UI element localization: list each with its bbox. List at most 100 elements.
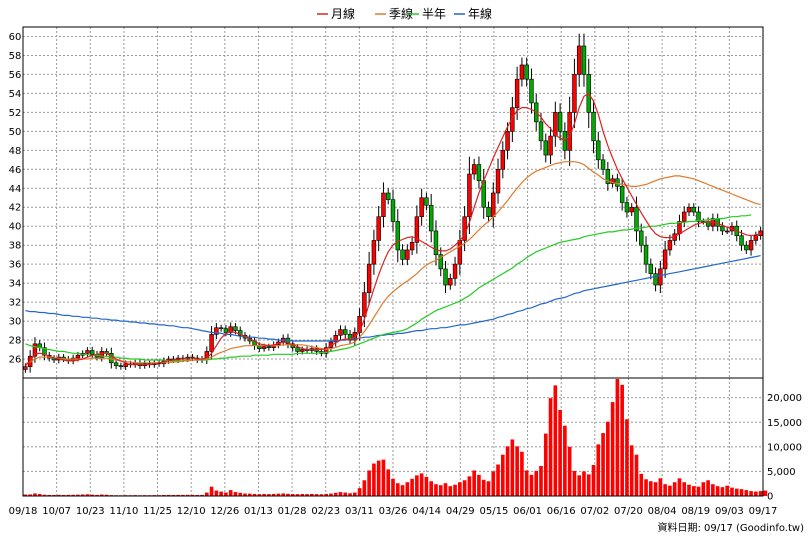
volume-bar (610, 402, 615, 496)
volume-bar (47, 494, 52, 496)
candle-body (433, 230, 439, 255)
date-tick-label: 03/26 (379, 506, 408, 517)
candle-body (615, 178, 620, 187)
price-tick-label: 42 (9, 203, 22, 214)
volume-bar (448, 486, 453, 496)
volume-bar (233, 492, 238, 496)
date-tick-label: 07/02 (580, 506, 609, 517)
volume-bar (23, 494, 28, 496)
volume-bar (314, 494, 319, 496)
volume-bar (247, 493, 252, 496)
date-tick-label: 03/11 (345, 506, 374, 517)
volume-bar (200, 494, 204, 496)
volume-bar (372, 463, 376, 496)
volume-bar (524, 470, 529, 496)
price-tick-label: 32 (9, 298, 22, 309)
candle-body (214, 327, 219, 335)
volume-bar (758, 491, 763, 496)
candle-body (42, 347, 47, 356)
candle-body (261, 346, 267, 349)
volume-bar (104, 494, 109, 496)
volume-bar (410, 478, 414, 496)
volume-bar (415, 475, 419, 496)
volume-bar (56, 494, 61, 496)
volume-bar (238, 492, 243, 496)
legend-label-ma-half: 半年 (422, 7, 446, 21)
price-axis: 26 28 30 32 34 36 38 40 42 44 46 48 50 52 54 56 58 60 (9, 32, 22, 366)
volume-bar (672, 482, 677, 496)
legend-label-ma-year: 年線 (468, 6, 492, 21)
volume-bar (267, 494, 271, 496)
ma-quarter-line (25, 161, 761, 365)
volume-bar (500, 454, 505, 496)
candle-body (233, 326, 238, 331)
candle-body (619, 186, 625, 203)
candle-body (428, 205, 434, 232)
volume-bar (687, 484, 691, 496)
candle-body (591, 112, 596, 142)
candle-body (514, 78, 520, 108)
moving-average-lines (24, 92, 761, 367)
volume-bar (290, 494, 295, 496)
volume-bar (577, 475, 582, 496)
volume-bar (28, 494, 32, 496)
volume-bar (429, 481, 434, 496)
ma-half-line (25, 214, 752, 362)
volume-tick-label: 0 (767, 492, 773, 503)
candle-body (505, 131, 510, 151)
date-tick-label: 09/18 (9, 506, 38, 517)
candle-body (409, 242, 415, 251)
volume-bar (472, 470, 476, 496)
volume-bar (539, 466, 543, 496)
volume-bar (243, 493, 247, 496)
volume-bar (567, 446, 572, 496)
candle-body (686, 206, 692, 213)
candle-body (357, 316, 362, 333)
candle-body (238, 330, 243, 336)
volume-bar (405, 482, 410, 496)
date-tick-label: 04/29 (446, 506, 475, 517)
volume-panel-frame (22, 377, 764, 497)
candle-body (438, 254, 443, 270)
candle-body (715, 218, 720, 227)
candle-body (682, 211, 687, 222)
volume-bar (434, 484, 438, 496)
volume-bar (343, 492, 348, 496)
candle-body (118, 365, 124, 367)
volume-bar (395, 483, 400, 496)
candle-body (486, 206, 491, 218)
candle-body (218, 327, 224, 330)
candle-body (724, 230, 730, 233)
volume-bar (734, 488, 739, 496)
volume-bar (195, 494, 200, 496)
price-tick-label: 52 (9, 108, 22, 119)
candle-body (548, 135, 553, 156)
volume-bar (625, 419, 629, 496)
volume-bar (763, 490, 768, 496)
candle-body (381, 192, 386, 218)
volume-bar (730, 487, 734, 496)
candle-body (113, 362, 119, 366)
candle-body (376, 216, 381, 241)
date-tick-label: 11/25 (143, 506, 172, 517)
price-tick-label: 40 (9, 222, 22, 233)
date-tick-label: 05/15 (479, 506, 508, 517)
volume-bar (744, 490, 749, 496)
legend-label-ma-month: 月線 (331, 6, 355, 21)
candle-body (596, 140, 601, 161)
volume-bar (720, 487, 725, 496)
candle-body (758, 230, 763, 237)
candle-body (414, 216, 420, 243)
volume-bar (749, 491, 753, 496)
volume-bar (715, 486, 720, 496)
volume-bar (543, 433, 548, 496)
volume-bar (419, 473, 424, 496)
volume-bar (424, 476, 429, 496)
date-tick-label: 08/19 (681, 506, 710, 517)
volume-bar (477, 474, 481, 496)
candle-body (333, 335, 338, 343)
candle-body (400, 249, 405, 260)
candle-body (85, 350, 90, 354)
date-tick-label: 02/23 (311, 506, 340, 517)
candle-body (295, 347, 300, 352)
